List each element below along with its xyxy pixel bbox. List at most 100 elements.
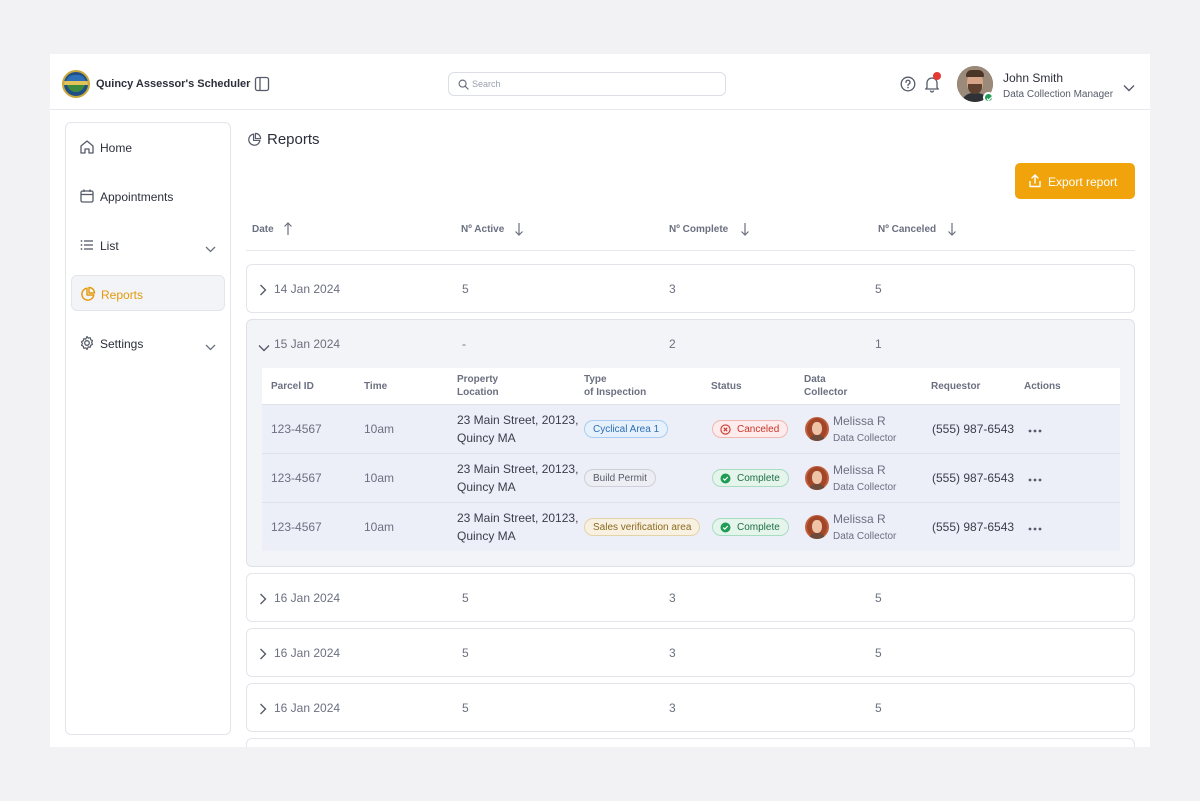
sidebar: Home Appointments List Reports Settings [65, 122, 231, 735]
table-row[interactable]: 123-4567 10am 23 Main Street, 20123, Qui… [262, 453, 1120, 502]
chevron-down-icon[interactable] [205, 240, 216, 258]
export-report-label: Export report [1048, 175, 1118, 189]
chevron-down-icon[interactable] [205, 338, 216, 356]
group-active-count: 5 [462, 282, 469, 296]
parcel-id: 123-4567 [271, 471, 322, 485]
detail-header-collector-line2: Collector [804, 387, 848, 398]
group-date: 16 Jan 2024 [274, 701, 341, 715]
sort-descending-icon [948, 223, 956, 236]
more-actions-icon[interactable] [1027, 423, 1043, 433]
collector-role: Data Collector [833, 482, 897, 493]
inspection-type-chip: Cyclical Area 1 [584, 420, 669, 438]
user-name: John Smith [1003, 71, 1064, 85]
user-menu-chevron-icon[interactable] [1123, 79, 1135, 97]
export-icon [1029, 174, 1041, 188]
group-date: 15 Jan 2024 [274, 337, 341, 351]
top-header: Quincy Assessor's Scheduler John Smith D… [50, 54, 1150, 110]
header-divider [246, 250, 1135, 251]
table-row[interactable]: 123-4567 10am 23 Main Street, 20123, Qui… [262, 404, 1120, 453]
column-header-date[interactable]: Date [252, 222, 292, 235]
collector-name[interactable]: Melissa R [833, 512, 886, 526]
requestor-phone: (555) 987-6543 [932, 520, 1015, 534]
more-actions-icon[interactable] [1027, 521, 1043, 531]
search-input[interactable] [472, 76, 712, 92]
chevron-down-icon[interactable] [258, 339, 270, 357]
group-complete-count: 2 [669, 337, 676, 351]
report-group-row[interactable]: 16 Jan 2024 5 3 5 [246, 573, 1135, 622]
canceled-icon [720, 424, 731, 435]
search-box[interactable] [448, 72, 726, 96]
property-address-line2: Quincy MA [457, 480, 516, 494]
status-badge: Complete [712, 518, 789, 536]
group-canceled-count: 5 [875, 591, 882, 605]
home-icon [79, 139, 95, 160]
city-seal-logo [62, 70, 90, 98]
detail-header-collector-line1: Data [804, 374, 826, 385]
help-icon[interactable] [900, 76, 916, 97]
sidebar-item-settings[interactable]: Settings [71, 325, 225, 361]
report-group-row[interactable] [246, 738, 1135, 747]
detail-header-type-line2: of Inspection [584, 387, 647, 398]
column-header-canceled[interactable]: Nº Canceled [878, 223, 956, 236]
group-complete-count: 3 [669, 701, 676, 715]
search-icon [458, 79, 469, 90]
app-title: Quincy Assessor's Scheduler [96, 78, 251, 90]
report-group-row[interactable]: 14 Jan 2024 5 3 5 [246, 264, 1135, 313]
report-group-row[interactable]: 16 Jan 2024 5 3 5 [246, 628, 1135, 677]
sidebar-item-appointments[interactable]: Appointments [71, 178, 225, 214]
group-canceled-count: 5 [875, 282, 882, 296]
appointment-time: 10am [364, 422, 395, 436]
sidebar-item-reports[interactable]: Reports [71, 275, 225, 311]
online-status-icon [983, 92, 994, 103]
sort-descending-icon [741, 223, 749, 236]
chevron-right-icon[interactable] [259, 283, 267, 301]
appointment-time: 10am [364, 471, 395, 485]
group-active-count: 5 [462, 701, 469, 715]
sidebar-item-list[interactable]: List [71, 227, 225, 263]
chevron-right-icon[interactable] [259, 702, 267, 720]
property-address-line2: Quincy MA [457, 529, 516, 543]
notification-badge [933, 72, 941, 80]
chevron-right-icon[interactable] [259, 592, 267, 610]
group-complete-count: 3 [669, 282, 676, 296]
group-active-count: 5 [462, 646, 469, 660]
group-canceled-count: 5 [875, 646, 882, 660]
column-header-active[interactable]: Nº Active [461, 223, 523, 236]
collector-role: Data Collector [833, 433, 897, 444]
report-group-row[interactable]: 16 Jan 2024 5 3 5 [246, 683, 1135, 732]
detail-header-type-line1: Type [584, 374, 607, 385]
status-badge: Canceled [712, 420, 789, 438]
gear-icon [79, 335, 95, 356]
property-address-line1: 23 Main Street, 20123, [457, 511, 579, 525]
property-address-line2: Quincy MA [457, 431, 516, 445]
check-circle-icon [720, 473, 731, 484]
group-active-count: 5 [462, 591, 469, 605]
detail-header-location-line1: Property [457, 374, 499, 385]
sidebar-item-label: Home [100, 141, 133, 155]
sidebar-item-home[interactable]: Home [71, 129, 225, 165]
status-badge: Complete [712, 469, 789, 487]
more-actions-icon[interactable] [1027, 472, 1043, 482]
detail-header-location-line2: Location [457, 387, 499, 398]
export-report-button[interactable]: Export report [1015, 163, 1135, 199]
chevron-right-icon[interactable] [259, 647, 267, 665]
detail-header-requestor: Requestor [931, 381, 981, 392]
detail-table-header: Parcel ID Time Property Location Type of… [262, 368, 1120, 404]
collector-avatar [805, 515, 829, 539]
appointments-detail-table: Parcel ID Time Property Location Type of… [262, 368, 1120, 552]
table-row[interactable]: 123-4567 10am 23 Main Street, 20123, Qui… [262, 502, 1120, 551]
property-address-line1: 23 Main Street, 20123, [457, 462, 579, 476]
collector-name[interactable]: Melissa R [833, 414, 886, 428]
sidebar-toggle-icon[interactable] [254, 76, 270, 92]
group-date: 16 Jan 2024 [274, 591, 341, 605]
user-role: Data Collection Manager [1003, 89, 1114, 100]
collector-name[interactable]: Melissa R [833, 463, 886, 477]
group-active-count: - [462, 337, 466, 351]
sidebar-item-label: Reports [101, 288, 144, 302]
group-date: 16 Jan 2024 [274, 646, 341, 660]
requestor-phone: (555) 987-6543 [932, 471, 1015, 485]
report-group-row-expanded[interactable]: 15 Jan 2024 - 2 1 Parcel ID Time Propert… [246, 319, 1135, 567]
column-header-complete[interactable]: Nº Complete [669, 223, 749, 236]
collector-avatar [805, 466, 829, 490]
property-address-line1: 23 Main Street, 20123, [457, 413, 579, 427]
